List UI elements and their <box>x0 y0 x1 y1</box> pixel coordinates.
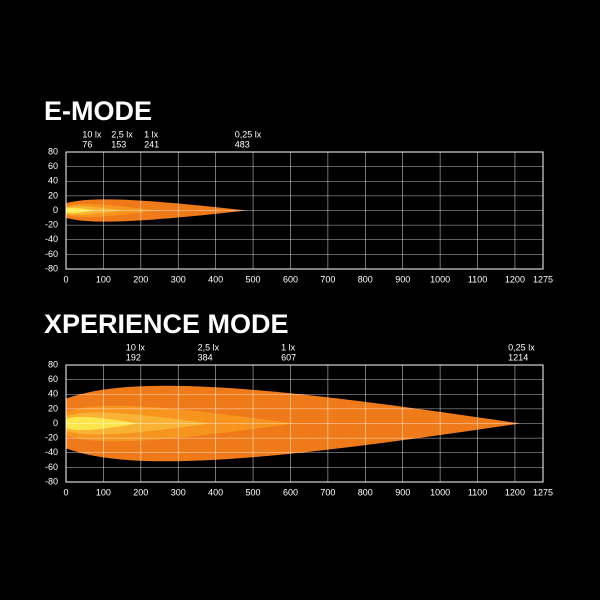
lux-label: 1 lx <box>281 342 296 352</box>
distance-label: 192 <box>126 352 141 362</box>
y-tick-label: 80 <box>48 146 58 156</box>
x-tick-label: 900 <box>395 487 410 497</box>
x-tick-label: 800 <box>358 487 373 497</box>
distance-label: 1214 <box>508 352 528 362</box>
x-tick-label: 500 <box>246 274 261 284</box>
x-tick-label: 300 <box>171 274 186 284</box>
y-tick-label: -60 <box>45 462 58 472</box>
y-tick-label: -20 <box>45 433 58 443</box>
x-tick-label: 200 <box>133 487 148 497</box>
lux-label: 10 lx <box>82 129 102 139</box>
y-tick-label: -20 <box>45 220 58 230</box>
y-tick-label: 0 <box>53 205 58 215</box>
x-tick-label: 800 <box>358 274 373 284</box>
y-tick-label: 80 <box>48 359 58 369</box>
y-tick-label: -60 <box>45 249 58 259</box>
x-tick-label: 600 <box>283 487 298 497</box>
x-tick-label: 1200 <box>505 274 525 284</box>
x-tick-label: 900 <box>395 274 410 284</box>
x-tick-label: 1275 <box>533 274 553 284</box>
lux-label: 2,5 lx <box>198 342 220 352</box>
x-tick-label: 200 <box>133 274 148 284</box>
x-tick-label: 1000 <box>430 274 450 284</box>
chart-title: E-MODE <box>44 96 152 126</box>
lux-label: 2,5 lx <box>111 129 133 139</box>
y-tick-label: 0 <box>53 418 58 428</box>
distance-label: 607 <box>281 352 296 362</box>
y-tick-label: 60 <box>48 161 58 171</box>
x-tick-label: 400 <box>208 487 223 497</box>
x-tick-label: 700 <box>320 274 335 284</box>
y-tick-label: -40 <box>45 447 58 457</box>
y-tick-label: -40 <box>45 234 58 244</box>
y-tick-label: 20 <box>48 190 58 200</box>
distance-label: 384 <box>198 352 213 362</box>
x-tick-label: 1000 <box>430 487 450 497</box>
y-tick-label: 60 <box>48 374 58 384</box>
plot-frame <box>65 364 544 483</box>
x-tick-label: 100 <box>96 487 111 497</box>
lux-label: 0,25 lx <box>235 129 262 139</box>
x-tick-label: 600 <box>283 274 298 284</box>
distance-label: 76 <box>82 139 92 149</box>
y-tick-label: -80 <box>45 476 58 486</box>
chart-title: XPERIENCE MODE <box>44 309 289 339</box>
x-tick-label: 300 <box>171 487 186 497</box>
lux-label: 1 lx <box>144 129 159 139</box>
x-tick-label: 0 <box>63 487 68 497</box>
y-tick-label: 20 <box>48 403 58 413</box>
lux-label: 10 lx <box>126 342 146 352</box>
x-tick-label: 0 <box>63 274 68 284</box>
x-tick-label: 700 <box>320 487 335 497</box>
x-tick-label: 1100 <box>468 274 487 284</box>
x-tick-label: 400 <box>208 274 223 284</box>
distance-label: 153 <box>111 139 126 149</box>
x-tick-label: 500 <box>246 487 261 497</box>
y-tick-label: 40 <box>48 389 58 399</box>
distance-label: 241 <box>144 139 159 149</box>
x-tick-label: 100 <box>96 274 111 284</box>
lux-label: 0,25 lx <box>508 342 535 352</box>
x-tick-label: 1200 <box>505 487 525 497</box>
y-tick-label: -80 <box>45 263 58 273</box>
y-tick-label: 40 <box>48 176 58 186</box>
distance-label: 483 <box>235 139 250 149</box>
x-tick-label: 1100 <box>468 487 487 497</box>
x-tick-label: 1275 <box>533 487 553 497</box>
plot-frame <box>65 151 544 270</box>
